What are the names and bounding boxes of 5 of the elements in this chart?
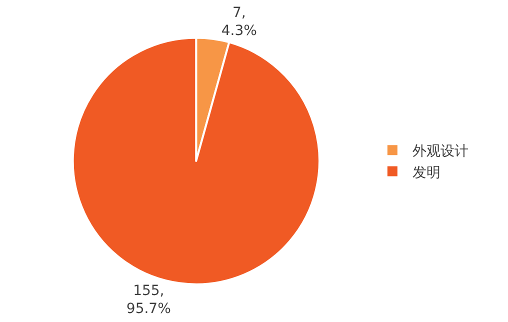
legend-label: 发明	[412, 164, 440, 181]
data-label: 155, 95.7%	[126, 282, 171, 318]
legend-label: 外观设计	[412, 144, 468, 160]
data-label: 7, 4.3%	[221, 4, 257, 40]
pie-slice	[72, 36, 320, 286]
